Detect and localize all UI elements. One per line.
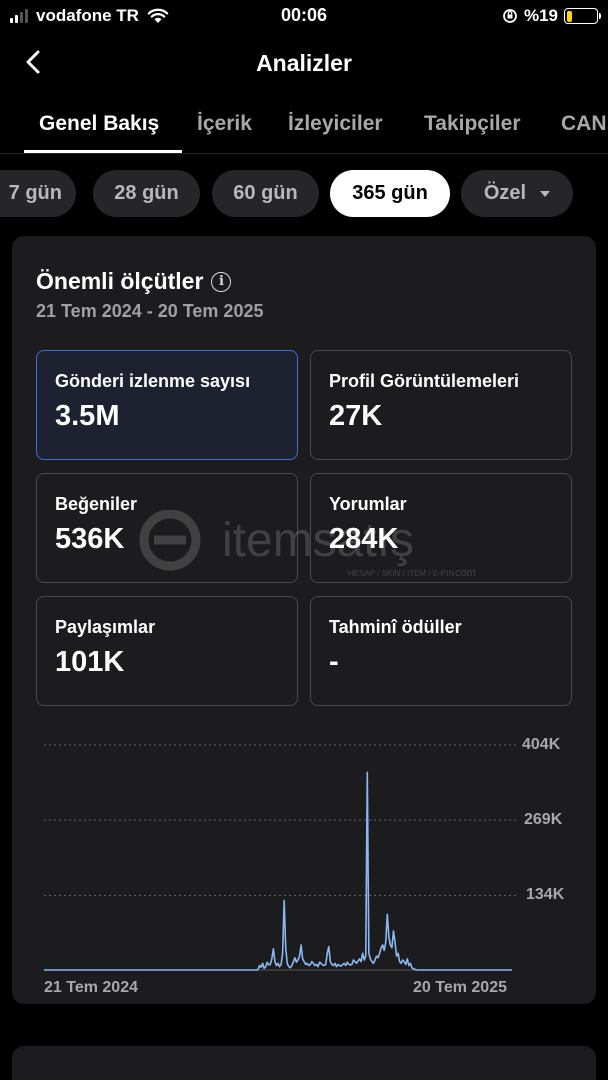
battery-icon xyxy=(564,8,601,24)
metric-value: - xyxy=(329,646,339,678)
metric-value: 536K xyxy=(55,523,125,555)
header: Analizler xyxy=(0,40,608,84)
card-title-text: Önemli ölçütler xyxy=(36,268,204,294)
chip-custom[interactable]: Özel xyxy=(461,170,573,217)
chip-label: 7 gün xyxy=(8,182,62,204)
metric-profile-views[interactable]: Profil Görüntülemeleri 27K xyxy=(310,350,572,460)
y-tick-label: 269K xyxy=(524,811,563,828)
cellular-signal-icon xyxy=(10,9,28,23)
tab-viewers[interactable]: İzleyiciler xyxy=(288,112,383,135)
wifi-icon xyxy=(147,8,169,23)
metric-label: Profil Görüntülemeleri xyxy=(329,371,520,391)
metric-post-views[interactable]: Gönderi izlenme sayısı 3.5M xyxy=(36,350,298,460)
y-tick-label: 404K xyxy=(522,736,561,753)
metric-value: 284K xyxy=(329,523,399,555)
chip-label: 28 gün xyxy=(114,182,179,204)
tab-bar: Genel Bakış İçerik İzleyiciler Takipçile… xyxy=(0,100,608,154)
carrier-name: vodafone TR xyxy=(36,6,139,25)
tab-overview[interactable]: Genel Bakış xyxy=(39,112,160,135)
orientation-lock-icon xyxy=(503,9,517,23)
chip-label: Özel xyxy=(483,182,527,204)
metric-estimated-rewards[interactable]: Tahminî ödüller - xyxy=(310,596,572,706)
battery-percent: %19 xyxy=(523,6,558,25)
views-line-chart[interactable]: 404K 269K 134K 21 Tem 2024 20 Tem 2025 xyxy=(30,725,590,1005)
page-title: Analizler xyxy=(256,50,352,76)
tab-followers[interactable]: Takipçiler xyxy=(424,112,521,135)
metric-value: 101K xyxy=(55,646,125,678)
status-bar-left: vodafone TR xyxy=(10,6,169,26)
status-time: 00:06 xyxy=(280,5,328,25)
chip-60-days[interactable]: 60 gün xyxy=(212,170,319,217)
date-range: 21 Tem 2024 - 20 Tem 2025 xyxy=(36,301,264,321)
tab-live[interactable]: CAN xyxy=(561,112,607,135)
chip-label: 365 gün xyxy=(352,182,428,204)
metric-value: 27K xyxy=(329,400,383,432)
status-bar: vodafone TR 00:06 %19 xyxy=(0,0,608,32)
date-range-chips: 7 gün 28 gün 60 gün 365 gün Özel xyxy=(0,170,608,218)
chart-canvas xyxy=(44,744,516,971)
y-tick-label: 134K xyxy=(526,886,565,903)
back-chevron-icon[interactable] xyxy=(18,46,50,78)
metric-comments[interactable]: Yorumlar 284K xyxy=(310,473,572,583)
metric-label: Yorumlar xyxy=(329,494,407,514)
x-tick-label: 20 Tem 2025 xyxy=(413,979,507,996)
active-tab-indicator xyxy=(24,150,182,153)
chip-28-days[interactable]: 28 gün xyxy=(93,170,200,217)
series-line xyxy=(44,771,512,971)
info-icon[interactable]: i xyxy=(211,271,232,292)
chip-7-days[interactable]: 7 gün xyxy=(0,170,76,217)
metric-label: Tahminî ödüller xyxy=(329,617,462,637)
metric-likes[interactable]: Beğeniler 536K xyxy=(36,473,298,583)
tab-content[interactable]: İçerik xyxy=(197,112,252,135)
metric-shares[interactable]: Paylaşımlar 101K xyxy=(36,596,298,706)
status-bar-right: %19 xyxy=(502,6,601,26)
key-metrics-card: Önemli ölçütler i 21 Tem 2024 - 20 Tem 2… xyxy=(12,236,596,1004)
next-card xyxy=(12,1046,596,1080)
metric-label: Beğeniler xyxy=(55,494,138,514)
x-tick-label: 21 Tem 2024 xyxy=(44,979,138,996)
metric-label: Gönderi izlenme sayısı xyxy=(55,371,251,391)
card-title: Önemli ölçütler i xyxy=(36,268,232,295)
metric-value: 3.5M xyxy=(55,400,120,432)
chip-label: 60 gün xyxy=(233,182,298,204)
chip-365-days[interactable]: 365 gün xyxy=(330,170,450,217)
caret-down-icon xyxy=(540,190,551,197)
metric-label: Paylaşımlar xyxy=(55,617,156,637)
